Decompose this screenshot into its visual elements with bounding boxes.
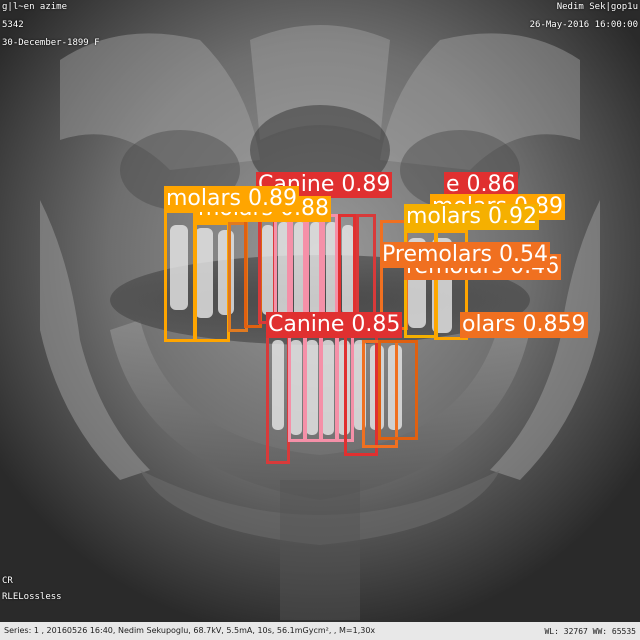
detection-label-canine-mid: Canine 0.85	[266, 312, 403, 338]
detection-box	[434, 230, 468, 340]
detection-label-molars-lower-right: olars 0.859	[460, 312, 588, 338]
patient-name-overlay: g|l~en azime	[2, 2, 68, 12]
patient-id-overlay: 5342	[2, 20, 24, 30]
detection-label-canine-top-tail: e 0.86	[444, 172, 518, 198]
operator-overlay: Nedim Sek|gop1u	[556, 2, 638, 12]
detection-label-molars-left: molars 0.89	[164, 186, 299, 212]
birth-date-overlay: 30-December-1899 F	[2, 38, 100, 48]
acquisition-info: Series: 1 , 20160526 16:40, Nedim Sekupo…	[4, 626, 376, 635]
detection-box	[274, 214, 290, 324]
detection-box	[164, 210, 196, 342]
study-date-overlay: 26-May-2016 16:00:00	[529, 20, 638, 30]
detection-box	[322, 214, 338, 324]
detection-box	[378, 340, 418, 440]
window-level-readout: WL: 32767 WW: 65535	[544, 627, 636, 636]
compression-overlay: RLELossless	[2, 592, 62, 602]
detection-label-molars-right: molars 0.92	[404, 204, 539, 230]
detection-label-premolars-right: Premolars 0.54	[380, 242, 550, 268]
detection-box	[290, 214, 306, 324]
status-bar	[0, 622, 640, 640]
modality-overlay: CR	[2, 576, 13, 586]
detection-box	[266, 330, 290, 464]
detection-box	[306, 214, 322, 324]
detection-box	[338, 214, 356, 324]
detection-box	[194, 222, 230, 342]
detection-box	[356, 214, 376, 324]
